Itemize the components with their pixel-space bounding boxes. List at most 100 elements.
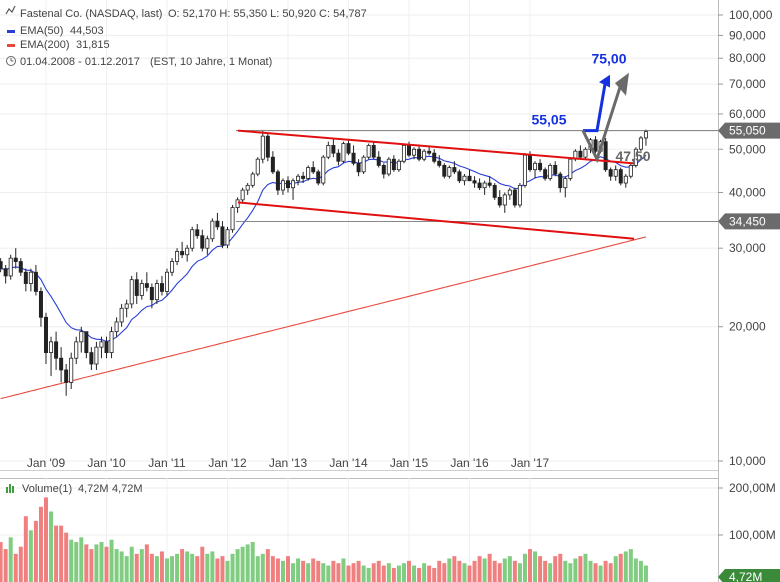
volume-bar bbox=[99, 542, 104, 582]
candle-body bbox=[528, 154, 533, 171]
candle-body bbox=[376, 156, 381, 166]
price-tag-label: 55,050 bbox=[729, 124, 766, 138]
candle-body bbox=[477, 182, 482, 189]
alt-arrow-line bbox=[581, 83, 623, 164]
candle-body bbox=[291, 180, 296, 189]
volume-bar bbox=[482, 558, 487, 582]
candle-body bbox=[99, 341, 104, 348]
candle-body bbox=[104, 341, 109, 354]
candlesticks bbox=[0, 129, 648, 396]
volume-bar bbox=[381, 565, 386, 582]
channel-lower-line bbox=[237, 201, 635, 240]
volume-bar bbox=[507, 556, 512, 582]
volume-bar bbox=[79, 537, 84, 582]
ema200-series bbox=[0, 236, 647, 400]
candle-body bbox=[437, 160, 442, 166]
y-tick-label: 60,000 bbox=[729, 107, 766, 121]
channel-upper-line bbox=[237, 129, 635, 165]
y-tick-label: 10,000 bbox=[729, 454, 766, 468]
candle-body bbox=[452, 167, 457, 173]
candle-body bbox=[220, 226, 225, 246]
candle-body bbox=[391, 158, 396, 171]
volume-bar bbox=[401, 563, 406, 582]
candle-body bbox=[553, 165, 558, 175]
volume-bar bbox=[159, 551, 164, 582]
ema50-swatch-icon bbox=[7, 30, 15, 33]
candle-body bbox=[265, 135, 270, 158]
volume-bar bbox=[301, 560, 306, 582]
x-tick-label: Jan '10 bbox=[87, 456, 126, 470]
candle-body bbox=[119, 307, 124, 323]
candle-body bbox=[49, 341, 54, 354]
candle-body bbox=[628, 165, 633, 177]
trend-channel bbox=[237, 129, 635, 240]
candle-body bbox=[497, 196, 502, 206]
candle-body bbox=[260, 135, 265, 160]
candle-body bbox=[633, 148, 638, 166]
candle-body bbox=[457, 171, 462, 182]
volume-bar bbox=[109, 539, 114, 582]
candle-body bbox=[366, 145, 371, 158]
volume-bar bbox=[104, 546, 109, 582]
candle-body bbox=[0, 261, 3, 270]
volume-bar bbox=[422, 563, 427, 582]
volume-bar bbox=[412, 565, 417, 582]
candle-body bbox=[149, 287, 154, 301]
candle-body bbox=[33, 271, 38, 292]
volume-bar bbox=[407, 560, 411, 582]
volume-bar bbox=[487, 553, 492, 582]
volume-bar bbox=[633, 558, 638, 582]
volume-bar bbox=[512, 560, 517, 582]
volume-bar bbox=[18, 546, 23, 582]
period-range: 01.04.2008 - 01.12.2017 bbox=[20, 56, 140, 68]
instrument-label: Fastenal Co. (NASDAQ, last) bbox=[20, 8, 162, 20]
volume-bar bbox=[8, 537, 13, 582]
volume-bar bbox=[477, 556, 482, 582]
volume-bar bbox=[386, 563, 391, 582]
candle-body bbox=[89, 352, 94, 365]
candle-body bbox=[28, 271, 33, 284]
candle-body bbox=[311, 167, 316, 173]
candle-body bbox=[164, 271, 169, 292]
volume-bar bbox=[376, 560, 381, 582]
volume-bar bbox=[139, 549, 144, 582]
volume-bar bbox=[144, 544, 149, 582]
candle-body bbox=[381, 165, 386, 175]
y-tick-label: 20,000 bbox=[729, 320, 766, 334]
candle-body bbox=[134, 279, 139, 296]
candle-body bbox=[603, 141, 608, 171]
y-tick-label: 40,000 bbox=[729, 185, 766, 199]
volume-bar bbox=[311, 558, 316, 582]
volume-bar bbox=[502, 558, 507, 582]
volume-bar bbox=[44, 497, 48, 582]
candle-body bbox=[638, 137, 643, 150]
candle-body bbox=[467, 175, 472, 182]
candle-body bbox=[412, 148, 417, 156]
ema50-label: EMA(50) bbox=[20, 25, 63, 37]
candle-body bbox=[225, 229, 230, 246]
candle-body bbox=[114, 321, 119, 333]
annotation-label: 75,00 bbox=[591, 51, 626, 67]
candle-body bbox=[432, 152, 437, 162]
volume-bar bbox=[326, 565, 331, 582]
volume-bar bbox=[447, 558, 452, 582]
ema200-swatch-icon bbox=[7, 44, 15, 47]
candle-body bbox=[23, 271, 28, 284]
volume-bar bbox=[129, 546, 134, 582]
candle-body bbox=[245, 184, 250, 191]
y-tick-label: 70,000 bbox=[729, 77, 766, 91]
candle-body bbox=[54, 341, 59, 359]
candle-body bbox=[74, 341, 79, 359]
candle-body bbox=[18, 261, 23, 273]
alt-arrow-head bbox=[615, 72, 629, 96]
volume-bar bbox=[643, 565, 648, 582]
volume-bar bbox=[49, 511, 54, 582]
candle-body bbox=[210, 220, 215, 240]
volume-bar bbox=[427, 565, 432, 582]
candle-body bbox=[270, 156, 275, 173]
candle-body bbox=[129, 279, 134, 305]
volume-bar bbox=[69, 539, 74, 582]
candle-body bbox=[462, 175, 467, 182]
volume-value-1: 4,72M bbox=[78, 483, 109, 495]
